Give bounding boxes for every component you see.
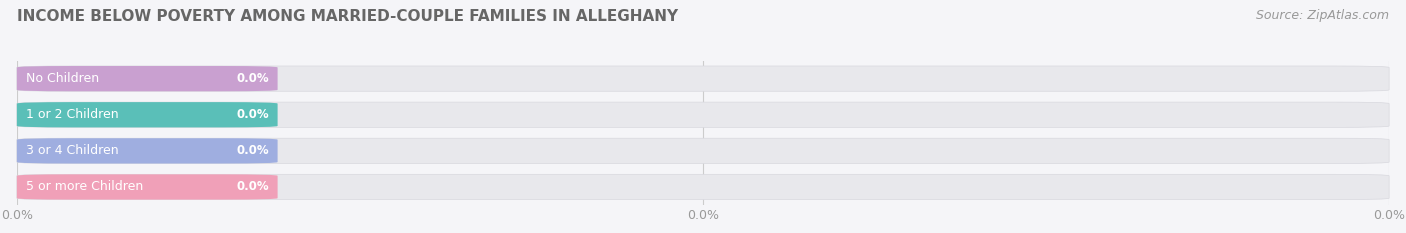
- Text: INCOME BELOW POVERTY AMONG MARRIED-COUPLE FAMILIES IN ALLEGHANY: INCOME BELOW POVERTY AMONG MARRIED-COUPL…: [17, 9, 678, 24]
- FancyBboxPatch shape: [17, 174, 277, 200]
- FancyBboxPatch shape: [17, 138, 277, 164]
- Text: 0.0%: 0.0%: [236, 144, 270, 157]
- Text: 3 or 4 Children: 3 or 4 Children: [27, 144, 120, 157]
- FancyBboxPatch shape: [17, 66, 277, 91]
- FancyBboxPatch shape: [17, 174, 1389, 200]
- FancyBboxPatch shape: [17, 102, 1389, 127]
- Text: Source: ZipAtlas.com: Source: ZipAtlas.com: [1256, 9, 1389, 22]
- Text: 0.0%: 0.0%: [236, 72, 270, 85]
- Text: 1 or 2 Children: 1 or 2 Children: [27, 108, 120, 121]
- FancyBboxPatch shape: [17, 66, 1389, 91]
- Text: 0.0%: 0.0%: [236, 108, 270, 121]
- Text: 5 or more Children: 5 or more Children: [27, 181, 143, 193]
- FancyBboxPatch shape: [17, 102, 277, 127]
- Text: 0.0%: 0.0%: [236, 181, 270, 193]
- FancyBboxPatch shape: [17, 138, 1389, 164]
- Text: No Children: No Children: [27, 72, 100, 85]
